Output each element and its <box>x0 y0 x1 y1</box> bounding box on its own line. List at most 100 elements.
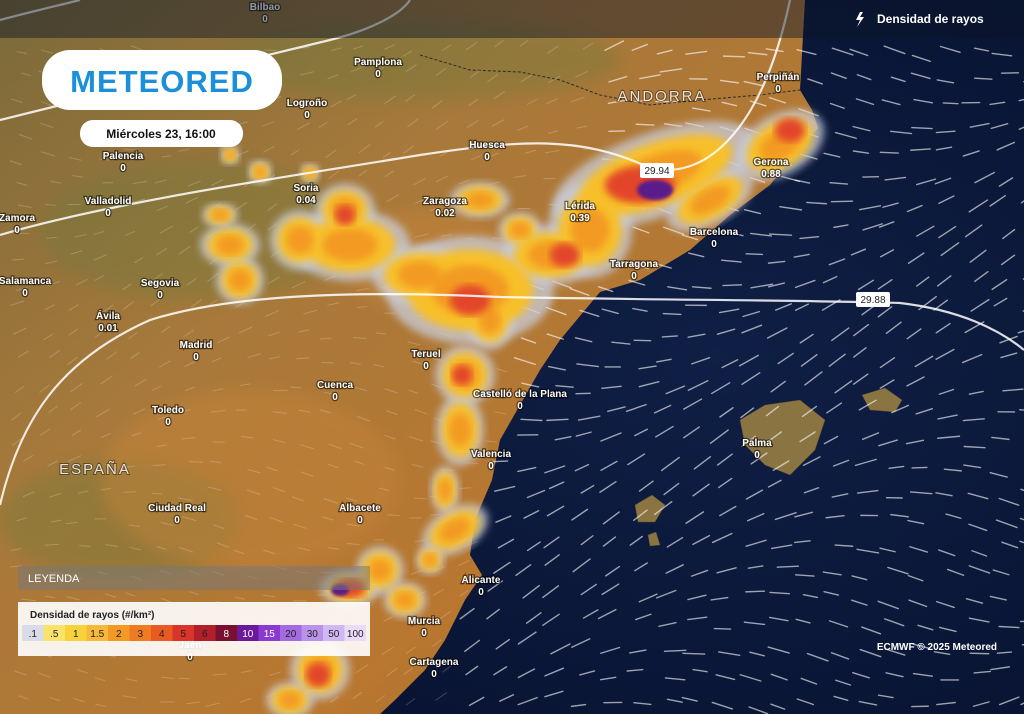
wind-streak <box>998 625 1020 629</box>
legend-label: 8 <box>223 629 229 640</box>
wind-streak <box>632 307 648 312</box>
wind-streak <box>350 442 364 449</box>
layer-title[interactable]: Densidad de rayos <box>877 12 984 26</box>
city-value: 0 <box>165 417 171 428</box>
wind-streak <box>554 435 572 441</box>
wind-streak <box>156 444 168 447</box>
wind-streak <box>638 381 660 388</box>
wind-streak <box>495 515 512 523</box>
city-name: Bilbao <box>250 2 281 13</box>
wind-streak <box>890 76 906 83</box>
wind-streak <box>962 418 985 422</box>
logo-box <box>42 50 282 110</box>
wind-streak <box>383 616 393 622</box>
wind-streak <box>68 328 78 336</box>
wind-streak <box>299 71 315 76</box>
legend-swatch <box>301 625 323 641</box>
wind-streak <box>989 595 1007 601</box>
wind-streak <box>327 74 339 80</box>
wind-streak <box>131 432 142 437</box>
legend-label: 5 <box>180 629 186 640</box>
wind-streak <box>858 205 882 211</box>
wind-streak <box>749 651 765 657</box>
wind-streak <box>936 701 956 706</box>
wind-streak <box>747 565 764 569</box>
wind-streak <box>663 482 680 496</box>
wind-streak <box>269 517 284 523</box>
wind-streak <box>858 700 878 706</box>
wind-streak <box>517 125 529 131</box>
city-value: 0 <box>775 84 781 95</box>
wind-streak <box>802 594 819 599</box>
wind-streak <box>46 236 57 239</box>
wind-streak <box>832 459 850 467</box>
wind-streak <box>521 382 540 388</box>
wind-streak <box>66 596 80 601</box>
wind-streak <box>630 262 649 270</box>
wind-streak <box>768 616 789 622</box>
wind-streak <box>721 359 739 369</box>
wind-streak <box>330 696 339 703</box>
wind-streak <box>458 559 470 567</box>
wind-streak <box>77 490 89 494</box>
wind-streak <box>602 511 620 525</box>
wind-streak <box>23 455 34 462</box>
timestamp[interactable]: Miércoles 23, 16:00 <box>106 127 216 141</box>
wind-streak <box>324 391 336 396</box>
wind-streak <box>599 676 617 681</box>
wind-streak <box>857 279 875 291</box>
legend-label: 6 <box>202 629 208 640</box>
storm-#f39a24 <box>449 413 471 447</box>
wind-streak <box>542 585 560 599</box>
wind-streak <box>485 440 498 443</box>
wind-streak <box>346 497 358 502</box>
wind-streak <box>990 666 1011 671</box>
city-value: 0 <box>120 163 126 174</box>
wind-streak <box>806 652 829 662</box>
wind-streak <box>550 643 571 655</box>
wind-streak <box>358 144 371 154</box>
wind-streak <box>555 384 574 388</box>
wind-streak <box>906 376 925 387</box>
wind-streak <box>687 594 707 601</box>
wind-streak <box>877 306 893 318</box>
city-name: Ávila <box>96 309 120 322</box>
wind-streak <box>858 399 877 411</box>
legend-label: 10 <box>242 629 254 640</box>
wind-streak <box>182 516 197 521</box>
wind-streak <box>659 68 683 73</box>
wind-streak <box>122 695 137 699</box>
wind-streak <box>517 696 538 706</box>
legend-label: 100 <box>347 629 364 640</box>
wind-streak <box>12 437 24 446</box>
wind-streak <box>767 260 786 264</box>
wind-streak <box>125 592 136 597</box>
wind-streak <box>826 402 843 414</box>
wind-streak <box>1018 98 1024 102</box>
wind-streak <box>626 668 644 672</box>
wind-streak <box>666 698 683 703</box>
wind-streak <box>542 613 560 626</box>
city-name: Logroño <box>287 98 328 109</box>
wind-streak <box>546 98 558 105</box>
wind-streak <box>129 546 141 551</box>
wind-streak <box>856 74 872 81</box>
wind-streak <box>580 583 597 596</box>
wind-streak <box>209 460 221 464</box>
wind-streak <box>911 126 933 130</box>
wind-streak <box>216 542 229 548</box>
wind-streak <box>189 591 199 596</box>
wind-streak <box>429 207 440 211</box>
wind-streak <box>178 497 193 501</box>
wind-streak <box>160 598 173 603</box>
storm-#f39a24 <box>286 226 314 254</box>
wind-streak <box>151 492 163 495</box>
wind-streak <box>513 357 536 366</box>
wind-streak <box>355 664 369 673</box>
logo[interactable]: METEORED <box>70 64 254 99</box>
wind-streak <box>18 695 29 700</box>
wind-streak <box>627 453 646 466</box>
wind-streak <box>524 149 537 154</box>
city-name: Pamplona <box>354 57 402 68</box>
wind-streak <box>750 283 774 289</box>
